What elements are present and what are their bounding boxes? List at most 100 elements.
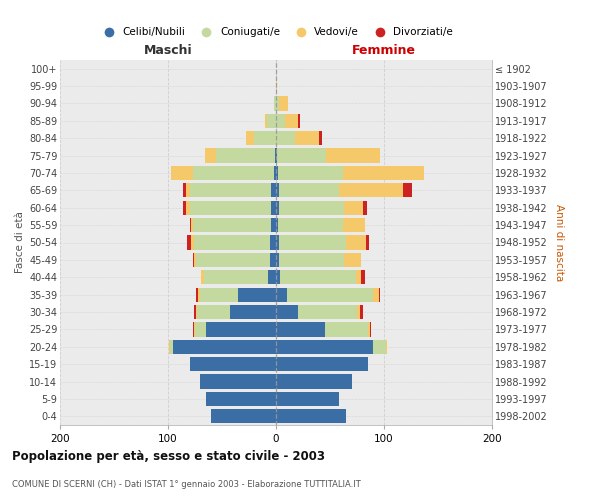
Bar <box>276 340 373 354</box>
Bar <box>200 288 238 302</box>
Bar <box>276 409 346 424</box>
Bar <box>198 288 200 302</box>
Bar <box>187 200 190 215</box>
Bar <box>279 96 288 110</box>
Bar <box>298 114 300 128</box>
Bar <box>276 322 325 336</box>
Bar <box>197 305 230 319</box>
Bar <box>194 236 269 250</box>
Bar <box>373 340 386 354</box>
Bar <box>360 305 364 319</box>
Bar <box>195 322 206 336</box>
Bar <box>194 253 196 267</box>
Bar <box>265 114 268 128</box>
Bar <box>279 183 338 198</box>
Bar <box>277 148 326 162</box>
Bar <box>269 236 276 250</box>
Bar <box>295 131 319 146</box>
Bar <box>211 409 276 424</box>
Bar <box>187 183 190 198</box>
Bar <box>338 183 403 198</box>
Bar <box>319 131 322 146</box>
Bar <box>254 131 276 146</box>
Bar <box>344 200 364 215</box>
Text: COMUNE DI SCERNI (CH) - Dati ISTAT 1° gennaio 2003 - Elaborazione TUTTITALIA.IT: COMUNE DI SCERNI (CH) - Dati ISTAT 1° ge… <box>12 480 361 489</box>
Bar <box>276 183 279 198</box>
Bar <box>187 236 191 250</box>
Bar <box>370 322 371 336</box>
Bar <box>276 392 338 406</box>
Bar <box>356 270 361 284</box>
Bar <box>238 288 276 302</box>
Bar <box>278 166 343 180</box>
Bar <box>364 200 367 215</box>
Bar <box>230 305 276 319</box>
Text: Maschi: Maschi <box>143 44 193 58</box>
Bar <box>276 131 295 146</box>
Bar <box>373 288 379 302</box>
Bar <box>276 288 287 302</box>
Y-axis label: Anni di nascita: Anni di nascita <box>554 204 565 281</box>
Bar <box>193 253 194 267</box>
Bar <box>194 305 196 319</box>
Bar <box>276 305 298 319</box>
Bar <box>274 96 276 110</box>
Bar <box>170 340 173 354</box>
Bar <box>271 183 276 198</box>
Bar <box>279 200 344 215</box>
Bar <box>193 322 194 336</box>
Bar <box>361 270 365 284</box>
Bar <box>275 148 276 162</box>
Bar <box>205 148 215 162</box>
Bar <box>193 218 271 232</box>
Bar <box>215 148 275 162</box>
Bar <box>203 270 268 284</box>
Bar <box>268 270 276 284</box>
Bar <box>194 322 195 336</box>
Bar <box>346 236 365 250</box>
Bar <box>276 114 284 128</box>
Bar <box>191 236 194 250</box>
Bar <box>268 114 276 128</box>
Bar <box>193 166 274 180</box>
Bar <box>190 200 271 215</box>
Bar <box>202 270 203 284</box>
Bar <box>276 200 279 215</box>
Bar <box>276 79 277 93</box>
Bar <box>274 166 276 180</box>
Bar <box>326 148 380 162</box>
Y-axis label: Fasce di età: Fasce di età <box>14 212 25 274</box>
Bar <box>190 218 191 232</box>
Bar <box>284 114 298 128</box>
Bar <box>183 200 187 215</box>
Bar <box>206 392 276 406</box>
Bar <box>190 183 271 198</box>
Bar <box>246 131 254 146</box>
Bar <box>276 253 279 267</box>
Bar <box>276 166 278 180</box>
Bar <box>368 322 370 336</box>
Bar <box>276 96 279 110</box>
Bar <box>269 253 276 267</box>
Bar <box>325 322 368 336</box>
Bar <box>279 236 346 250</box>
Bar <box>344 253 361 267</box>
Bar <box>206 322 276 336</box>
Bar <box>279 253 344 267</box>
Bar <box>280 270 356 284</box>
Bar <box>271 218 276 232</box>
Bar <box>298 305 357 319</box>
Bar <box>276 374 352 388</box>
Bar <box>276 270 280 284</box>
Bar <box>200 374 276 388</box>
Bar <box>171 166 193 180</box>
Bar <box>365 236 369 250</box>
Text: Femmine: Femmine <box>352 44 416 58</box>
Bar <box>173 340 276 354</box>
Bar <box>169 340 170 354</box>
Bar <box>191 218 193 232</box>
Bar <box>386 340 387 354</box>
Bar <box>276 218 278 232</box>
Bar <box>196 305 197 319</box>
Bar <box>343 166 424 180</box>
